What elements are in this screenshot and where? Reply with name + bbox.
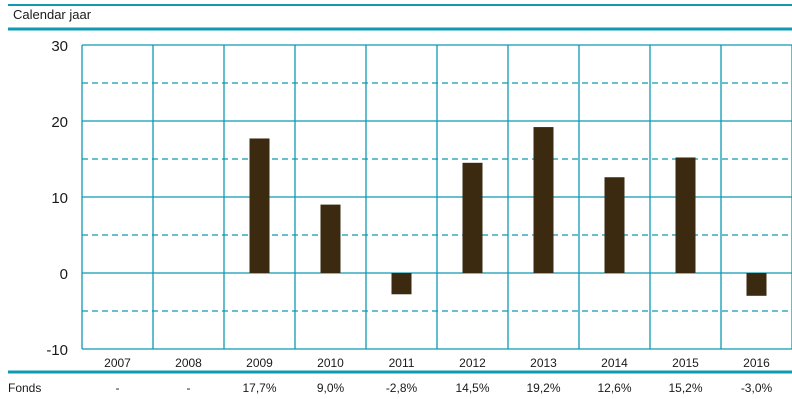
y-tick-label: 20 — [51, 114, 68, 131]
y-tick-label: 30 — [51, 38, 68, 55]
x-category-label: 2016 — [743, 356, 770, 370]
x-category-label: 2014 — [601, 356, 628, 370]
bar-2013 — [533, 127, 554, 273]
fonds-row-value: 12,6% — [597, 381, 631, 395]
fonds-row-value: 9,0% — [317, 381, 345, 395]
fonds-row-value: 15,2% — [668, 381, 702, 395]
x-category-label: 2012 — [459, 356, 486, 370]
fonds-row-value: 17,7% — [242, 381, 276, 395]
bar-2011 — [391, 273, 412, 295]
x-category-label: 2011 — [389, 356, 415, 370]
fonds-row-value: 14,5% — [455, 381, 489, 395]
x-category-label: 2013 — [530, 356, 557, 370]
bar-2010 — [320, 204, 341, 273]
x-category-label: 2015 — [672, 356, 699, 370]
fonds-row-value: - — [187, 381, 191, 395]
bar-2009 — [249, 138, 270, 273]
bar-2016 — [746, 273, 767, 296]
bar-2014 — [604, 177, 625, 273]
x-category-label: 2007 — [104, 356, 131, 370]
x-category-label: 2008 — [175, 356, 202, 370]
y-tick-label: 0 — [60, 266, 68, 283]
fonds-row-value: -2,8% — [386, 381, 418, 395]
fonds-row-value: - — [116, 381, 120, 395]
fonds-row-value: 19,2% — [526, 381, 560, 395]
x-category-label: 2009 — [246, 356, 273, 370]
chart-header-title: Calendar jaar — [13, 7, 92, 22]
bar-2012 — [462, 162, 483, 273]
x-category-label: 2010 — [317, 356, 344, 370]
y-tick-label: 10 — [51, 190, 68, 207]
bar-2015 — [675, 157, 696, 273]
fonds-row-label: Fonds — [8, 381, 41, 395]
y-tick-label: -10 — [46, 342, 68, 359]
fonds-row-value: -3,0% — [741, 381, 773, 395]
